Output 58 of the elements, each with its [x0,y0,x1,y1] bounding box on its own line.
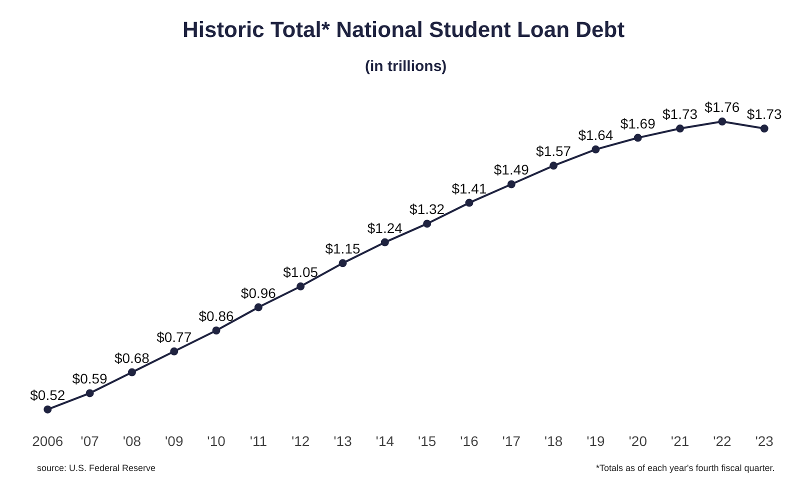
point [423,220,432,228]
data-label: $1.69 [620,115,656,132]
data-label: $0.68 [114,350,150,366]
x-tick-label: '22 [713,433,732,449]
x-tick-label: '11 [250,433,268,449]
point [170,347,178,356]
data-label: $1.32 [410,201,445,218]
x-tick-label: '08 [122,433,142,449]
chart-subtitle: (in trillions) [365,58,447,75]
data-label: $0.77 [156,328,192,345]
source-note: source: U.S. Federal Reserve [37,463,156,473]
point [254,303,262,312]
point [128,368,136,376]
data-label: $1.41 [452,180,487,196]
x-tick-label: '16 [460,433,479,449]
x-tick-label: '21 [670,433,690,449]
x-tick-label: '12 [291,433,310,449]
text: *Totals as of each year's fourth fiscal quarter. [596,463,775,473]
x-tick-label: 2006 [32,433,64,449]
point [296,282,305,290]
point [592,145,600,154]
x-tick-label: '19 [586,433,606,449]
x-tick-label: '17 [502,433,521,449]
data-label: $0.96 [240,284,276,301]
data-label: $0.59 [72,370,108,387]
point [86,389,94,398]
data-label: $1.76 [704,99,740,116]
point [634,134,642,142]
data-label: $1.73 [746,106,782,122]
point [465,198,474,207]
point [44,405,52,414]
point [676,124,684,133]
data-label: $0.52 [30,386,66,403]
point [507,180,516,188]
x-tick-label: '18 [544,433,563,449]
x-tick-label: '23 [755,433,774,449]
data-label: $1.57 [536,143,572,160]
chart-title: Historic Total* National Student Loan Debt [182,16,626,42]
x-tick-label: '14 [376,433,394,449]
x-tick-label: '15 [418,433,436,449]
data-label: $1.73 [662,106,698,122]
x-tick-label: '07 [80,433,100,449]
point [550,162,558,170]
data-label: $1.15 [325,240,360,257]
point [760,124,768,133]
x-tick-label: '10 [207,433,226,449]
x-tick-label: '09 [165,433,184,449]
x-tick-label: '20 [628,433,648,449]
data-label: $1.64 [578,126,614,143]
point [380,238,389,246]
data-label: $1.05 [283,264,318,280]
data-label: $0.86 [198,308,234,324]
point [718,118,726,126]
data-label: $1.49 [494,162,530,178]
point [212,326,220,335]
point [338,259,347,268]
x-tick-label: '13 [334,433,352,449]
data-label: $1.24 [367,220,403,236]
